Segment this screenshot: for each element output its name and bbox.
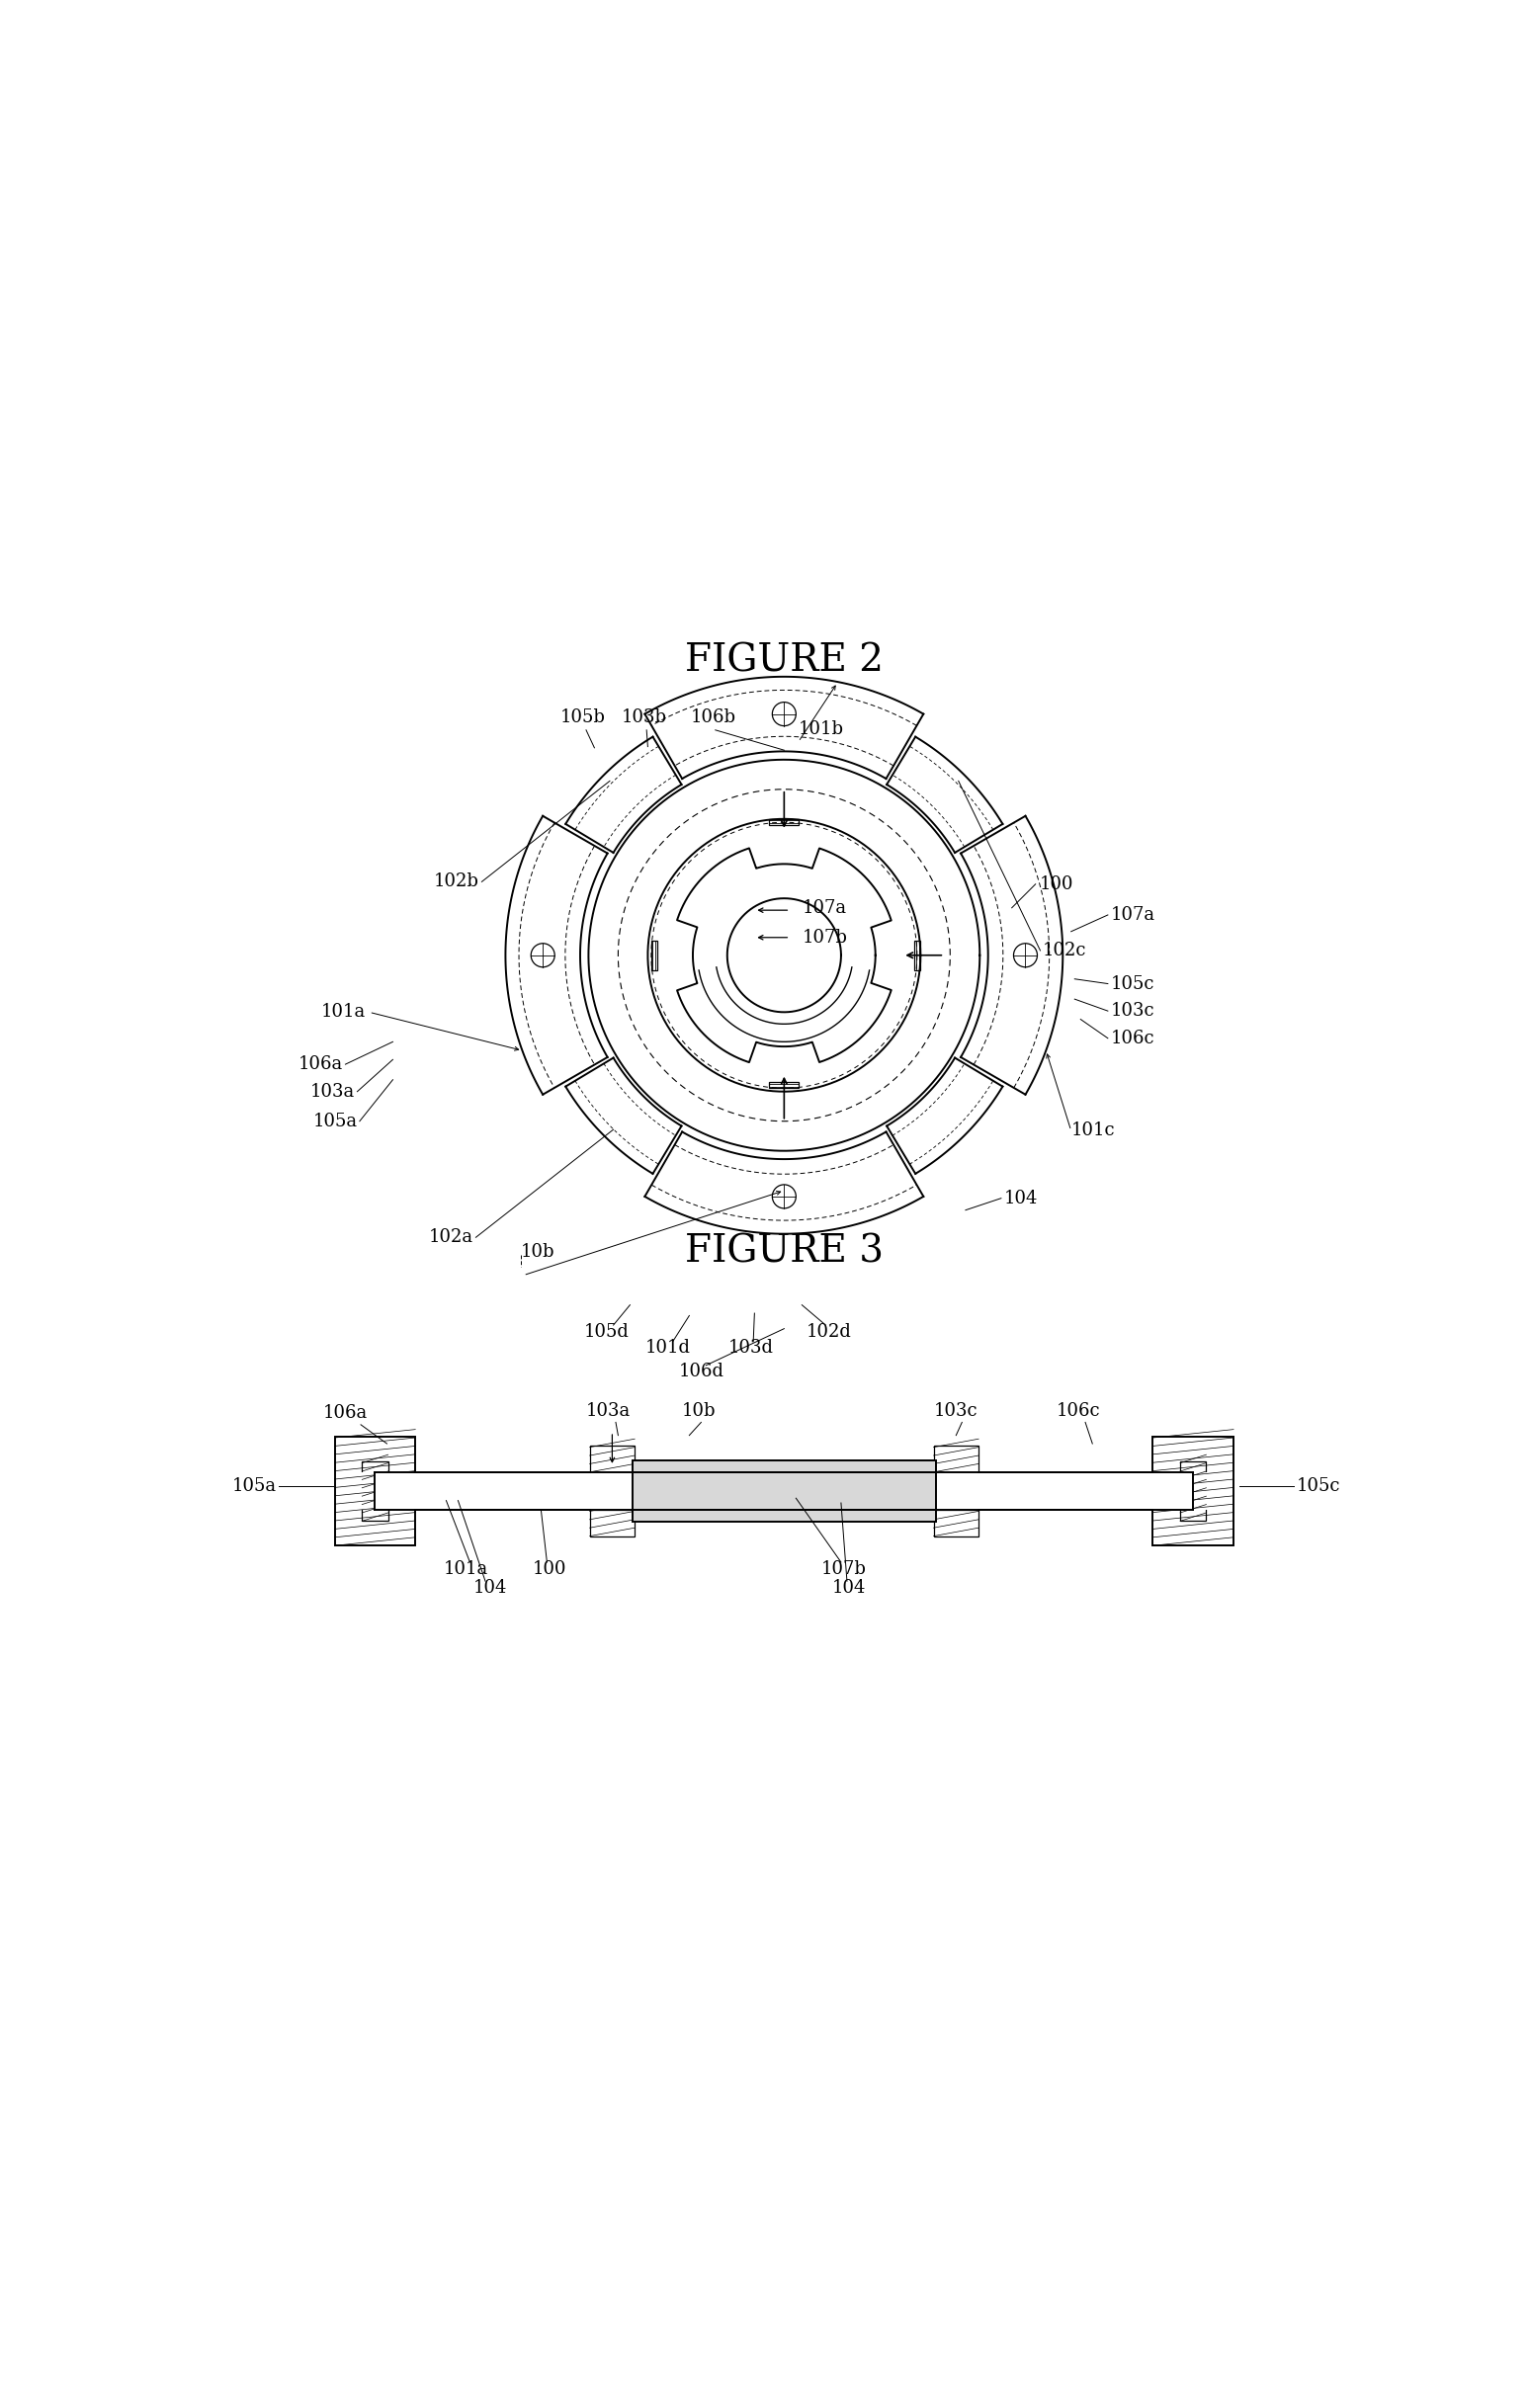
Bar [652, 942, 658, 970]
Bar [933, 1447, 979, 1471]
Bar [589, 1510, 635, 1536]
Bar [632, 1462, 936, 1522]
Text: 104: 104 [1004, 1190, 1037, 1206]
Text: 10b: 10b [682, 1401, 716, 1421]
Text: 105a: 105a [312, 1112, 358, 1129]
Text: 100: 100 [1039, 874, 1073, 893]
Text: 102c: 102c [1042, 942, 1086, 958]
Bar [375, 1471, 1193, 1510]
Text: 105c: 105c [1296, 1479, 1340, 1495]
Bar [770, 819, 799, 826]
Text: 106b: 106b [690, 708, 736, 727]
Bar [933, 1510, 979, 1536]
Text: 106c: 106c [1056, 1401, 1100, 1421]
Text: FIGURE 3: FIGURE 3 [685, 1233, 883, 1269]
Text: 107a: 107a [1111, 905, 1155, 925]
Text: 103a: 103a [311, 1084, 355, 1100]
Text: 107a: 107a [802, 898, 846, 917]
Text: 101d: 101d [646, 1339, 690, 1358]
Text: FIGURE 2: FIGURE 2 [685, 643, 883, 679]
Text: 101c: 101c [1071, 1122, 1115, 1139]
Text: 103d: 103d [728, 1339, 774, 1358]
Text: 107b: 107b [820, 1560, 866, 1577]
Text: 102a: 102a [428, 1228, 473, 1247]
Text: 101a: 101a [444, 1560, 488, 1577]
Text: 105c: 105c [1111, 975, 1154, 992]
Text: 103a: 103a [586, 1401, 630, 1421]
Text: 107b: 107b [802, 929, 848, 946]
Text: 105a: 105a [233, 1479, 277, 1495]
Bar [1180, 1462, 1206, 1522]
Bar [915, 942, 921, 970]
Text: 105d: 105d [583, 1322, 629, 1341]
Text: 106a: 106a [298, 1055, 343, 1074]
Bar [335, 1438, 415, 1546]
Text: 102b: 102b [435, 872, 479, 891]
Text: 103b: 103b [621, 708, 667, 727]
Bar [770, 1081, 799, 1088]
Bar [363, 1462, 389, 1522]
Text: 106a: 106a [323, 1404, 367, 1423]
Text: 106d: 106d [678, 1363, 724, 1380]
Bar [1154, 1438, 1233, 1546]
Text: 105b: 105b [560, 708, 606, 727]
Text: 103c: 103c [1111, 1002, 1154, 1021]
Bar [356, 1471, 395, 1510]
Bar [589, 1447, 635, 1471]
Text: 104: 104 [832, 1580, 866, 1597]
Text: 10b: 10b [520, 1243, 555, 1259]
Bar [1174, 1471, 1212, 1510]
Text: 102d: 102d [806, 1322, 852, 1341]
Text: 101a: 101a [321, 1004, 366, 1021]
Text: 106c: 106c [1111, 1028, 1154, 1047]
Text: 100: 100 [532, 1560, 566, 1577]
Text: 101b: 101b [799, 720, 845, 739]
Text: 104: 104 [473, 1580, 506, 1597]
Text: 103c: 103c [933, 1401, 978, 1421]
